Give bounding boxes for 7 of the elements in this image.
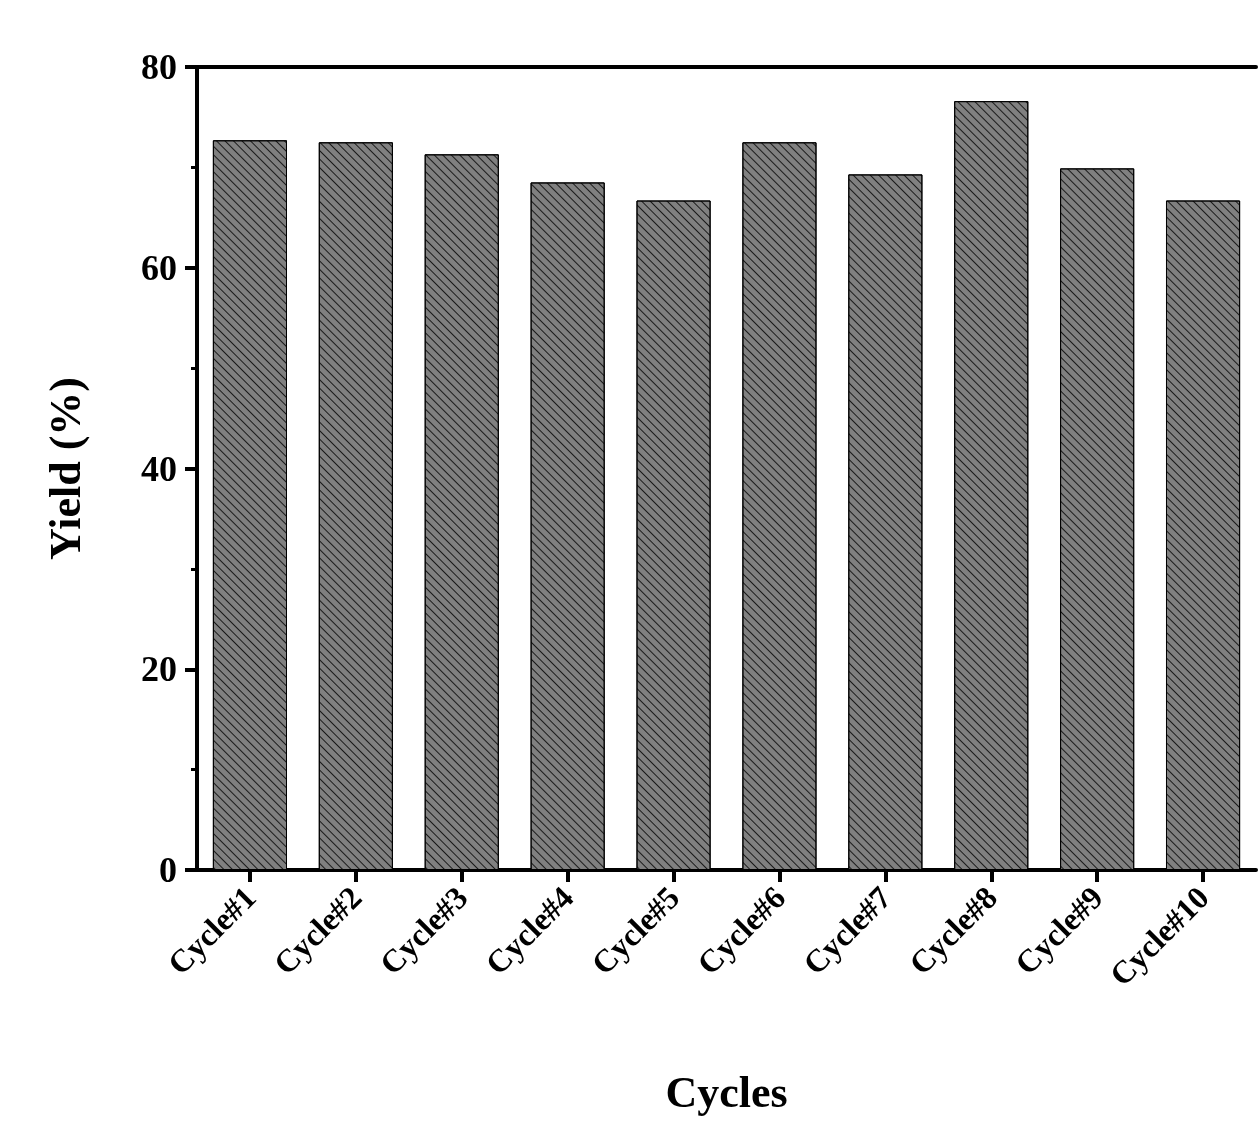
x-axis-title: Cycles	[665, 1067, 788, 1117]
y-tick-label: 40	[141, 448, 177, 489]
y-tick-label: 80	[141, 47, 177, 87]
y-tick-label: 20	[141, 649, 177, 690]
y-tick-label: 60	[141, 247, 177, 288]
y-axis-title: Yield (%)	[40, 377, 90, 560]
y-tick-label: 0	[159, 850, 177, 890]
